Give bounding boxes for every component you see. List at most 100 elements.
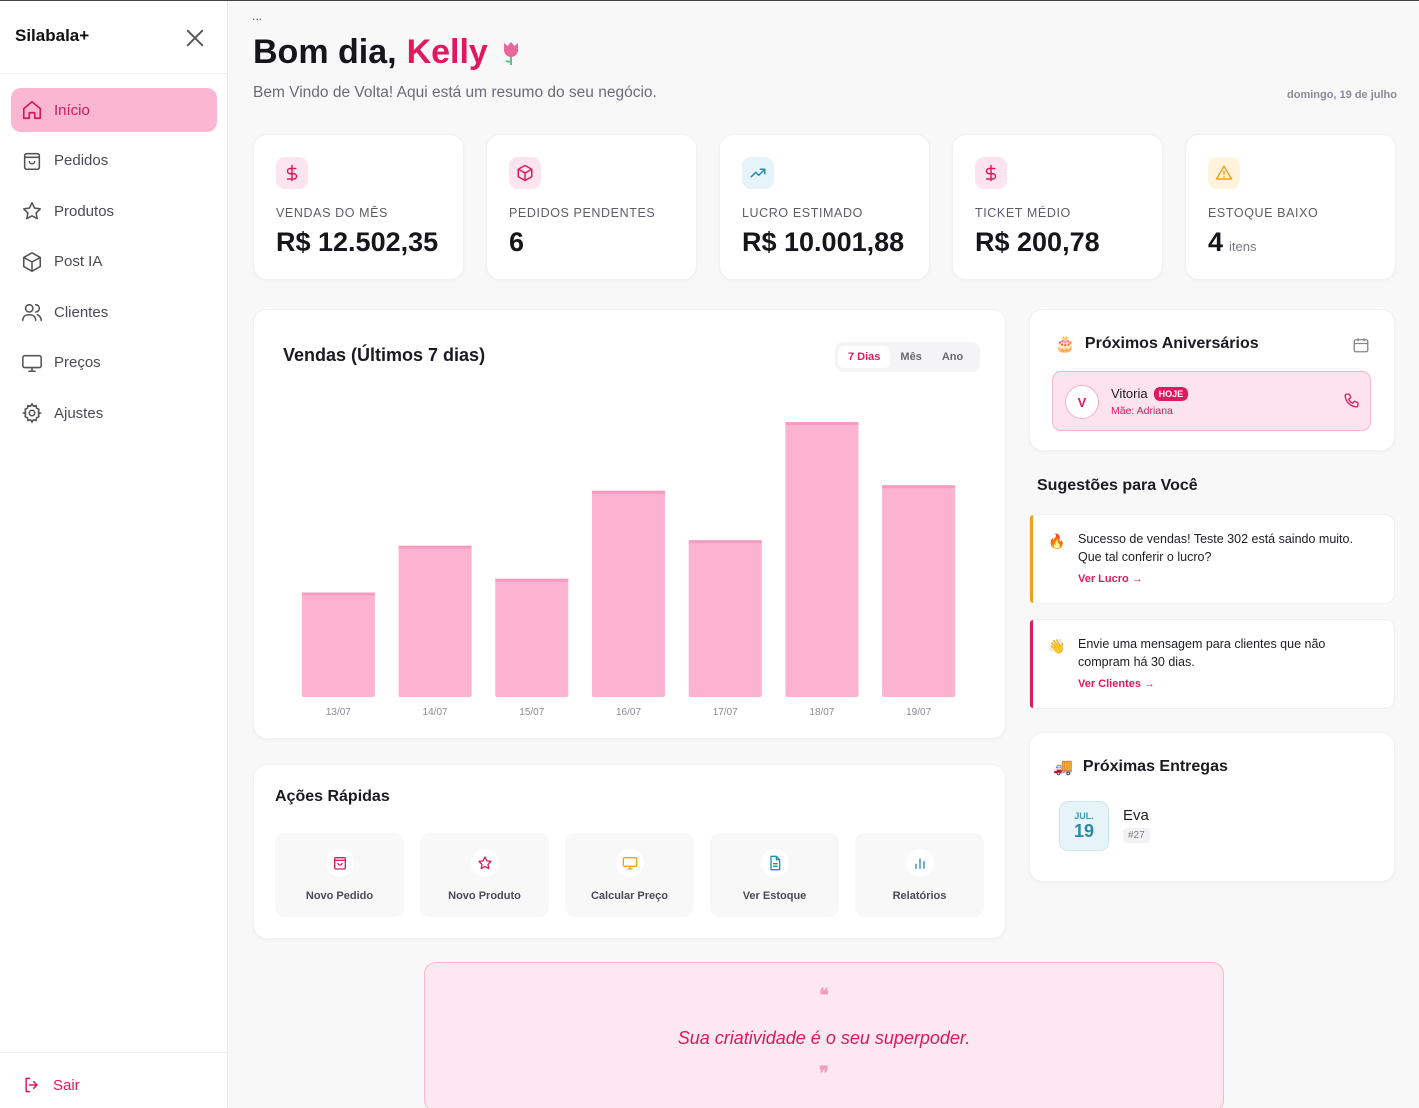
new-product-button[interactable]: Novo Produto [420, 833, 549, 917]
delivery-month: JUL. [1074, 811, 1094, 821]
cake-icon: 🎂 [1055, 336, 1075, 353]
suggestion-link-lucro[interactable]: Ver Lucro → [1078, 573, 1143, 585]
delivery-day: 19 [1073, 821, 1095, 841]
chart-x-tick-label: 16/07 [616, 707, 641, 718]
bag-icon [333, 857, 346, 870]
chart-x-tick-label: 13/07 [326, 707, 351, 718]
close-icon[interactable] [184, 27, 206, 49]
action-label: Novo Pedido [305, 890, 374, 902]
stat-card-estoque-baixo: ESTOQUE BAIXO 4 itens [1185, 134, 1396, 280]
chart-x-tick-label: 15/07 [519, 707, 544, 718]
monitor-icon [22, 354, 42, 372]
greeting-text: Bom dia, [253, 33, 397, 71]
fire-icon: 🔥 [1048, 533, 1066, 549]
tab-ano[interactable]: Ano [941, 351, 964, 363]
deliveries-card: 🚚 Próximas Entregas JUL. 19 Eva #27 [1029, 732, 1395, 882]
logout-button[interactable]: Sair [22, 1075, 80, 1095]
tab-7-dias[interactable]: 7 Dias [838, 346, 891, 368]
birthdays-title-text: Próximos Aniversários [1084, 335, 1259, 352]
trend-up-icon [750, 168, 766, 178]
action-icon-wrap [325, 849, 354, 877]
suggestions-title: Sugestões para Você [1037, 477, 1198, 494]
sidebar-item-ajustes[interactable]: Ajustes [11, 391, 217, 435]
current-date: domingo, 19 de julho [1287, 89, 1397, 101]
quote-open-mark: ❝ [819, 985, 829, 1005]
suggestion-accent [1030, 515, 1033, 603]
sidebar-item-precos[interactable]: Preços [11, 341, 217, 385]
chart-bar[interactable] [688, 540, 762, 697]
truck-icon: 🚚 [1053, 759, 1073, 776]
stat-number: 4 [1208, 227, 1224, 257]
phone-icon[interactable] [1343, 392, 1360, 409]
avatar: V [1065, 385, 1099, 419]
birthday-mother: Mãe: Adriana [1111, 405, 1173, 417]
new-order-button[interactable]: Novo Pedido [275, 833, 404, 917]
page-title: Bom dia, Kelly [253, 33, 522, 72]
delivery-order-number: #27 [1123, 828, 1150, 843]
chart-bar[interactable] [882, 485, 956, 697]
stat-value: R$ 12.502,35 [276, 227, 438, 258]
suggestion-text: Sucesso de vendas! Teste 302 está saindo… [1078, 532, 1353, 564]
suggestion-accent [1030, 620, 1033, 708]
brand-logo[interactable]: Silabala+ [15, 26, 90, 45]
stat-value: 4 itens [1208, 227, 1257, 258]
sidebar-item-pedidos[interactable]: Pedidos [11, 139, 217, 183]
gear-icon [22, 402, 42, 424]
sidebar: Silabala+ Início Pedidos Produtos Post I… [0, 1, 228, 1108]
action-label: Ver Estoque [742, 890, 807, 902]
star-icon [477, 856, 492, 870]
calendar-icon[interactable] [1352, 336, 1370, 354]
users-icon [22, 303, 42, 322]
chart-bar[interactable] [592, 490, 665, 697]
sidebar-item-label: Preços [54, 354, 101, 371]
action-label: Novo Produto [448, 890, 521, 902]
stat-label: VENDAS DO MÊS [276, 206, 388, 220]
action-icon-wrap [470, 849, 499, 877]
tulip-icon [503, 41, 518, 65]
star-icon [22, 201, 42, 220]
document-icon [769, 855, 780, 871]
stat-unit: itens [1229, 239, 1257, 254]
view-stock-button[interactable]: Ver Estoque [710, 833, 839, 917]
birthday-item[interactable]: V Vitoria HOJE Mãe: Adriana [1052, 371, 1371, 431]
chart-bar[interactable] [398, 545, 472, 697]
reports-button[interactable]: Relatórios [855, 833, 984, 917]
action-label: Relatórios [892, 890, 947, 902]
bag-icon [23, 152, 41, 170]
home-icon [22, 100, 42, 120]
chart-bar[interactable] [495, 578, 569, 697]
chart-bar[interactable] [301, 592, 375, 698]
menu-dots[interactable]: ... [252, 9, 263, 23]
chart-period-tabs: 7 Dias Mês Ano [835, 342, 980, 372]
chart-bar[interactable] [785, 422, 859, 697]
box-icon [22, 251, 42, 272]
stat-card-ticket-medio: TICKET MÉDIO R$ 200,78 [952, 134, 1163, 280]
stat-label: ESTOQUE BAIXO [1208, 206, 1319, 220]
birthdays-card: 🎂 Próximos Aniversários V Vitoria HOJE M… [1029, 309, 1395, 451]
birthday-name: Vitoria [1111, 386, 1148, 401]
chart-title: Vendas (Últimos 7 dias) [283, 345, 486, 365]
sidebar-item-inicio[interactable]: Início [11, 88, 217, 132]
box-icon [517, 164, 533, 182]
stat-card-pedidos-pendentes: PEDIDOS PENDENTES 6 [486, 134, 697, 280]
sidebar-item-produtos[interactable]: Produtos [11, 189, 217, 233]
stat-card-lucro-estimado: LUCRO ESTIMADO R$ 10.001,88 [719, 134, 930, 280]
tab-mes[interactable]: Mês [900, 351, 922, 363]
action-icon-wrap [615, 849, 644, 877]
stat-icon-bg [1208, 157, 1240, 189]
suggestion-link-clientes[interactable]: Ver Clientes → [1078, 678, 1156, 690]
quote-text: Sua criatividade é o seu superpoder. [677, 1028, 971, 1048]
quick-actions-card: Ações Rápidas Novo Pedido Novo Produto C… [253, 764, 1006, 939]
sidebar-item-post-ia[interactable]: Post IA [11, 240, 217, 284]
sidebar-divider [0, 1052, 228, 1053]
dollar-icon [985, 164, 997, 182]
delivery-customer[interactable]: Eva [1123, 807, 1149, 824]
suggestion-text: Envie uma mensagem para clientes que não… [1078, 637, 1326, 669]
quote-banner: ❝ Sua criatividade é o seu superpoder. ❞ [424, 962, 1224, 1108]
calculate-price-button[interactable]: Calcular Preço [565, 833, 694, 917]
sidebar-item-label: Pedidos [54, 152, 109, 169]
logout-icon [25, 1077, 38, 1093]
chart-bar-cap [882, 485, 956, 489]
sales-bar-chart: 13/07 14/07 15/07 16/07 17/07 18/07 19/07 [301, 422, 956, 718]
sidebar-item-clientes[interactable]: Clientes [11, 290, 217, 334]
